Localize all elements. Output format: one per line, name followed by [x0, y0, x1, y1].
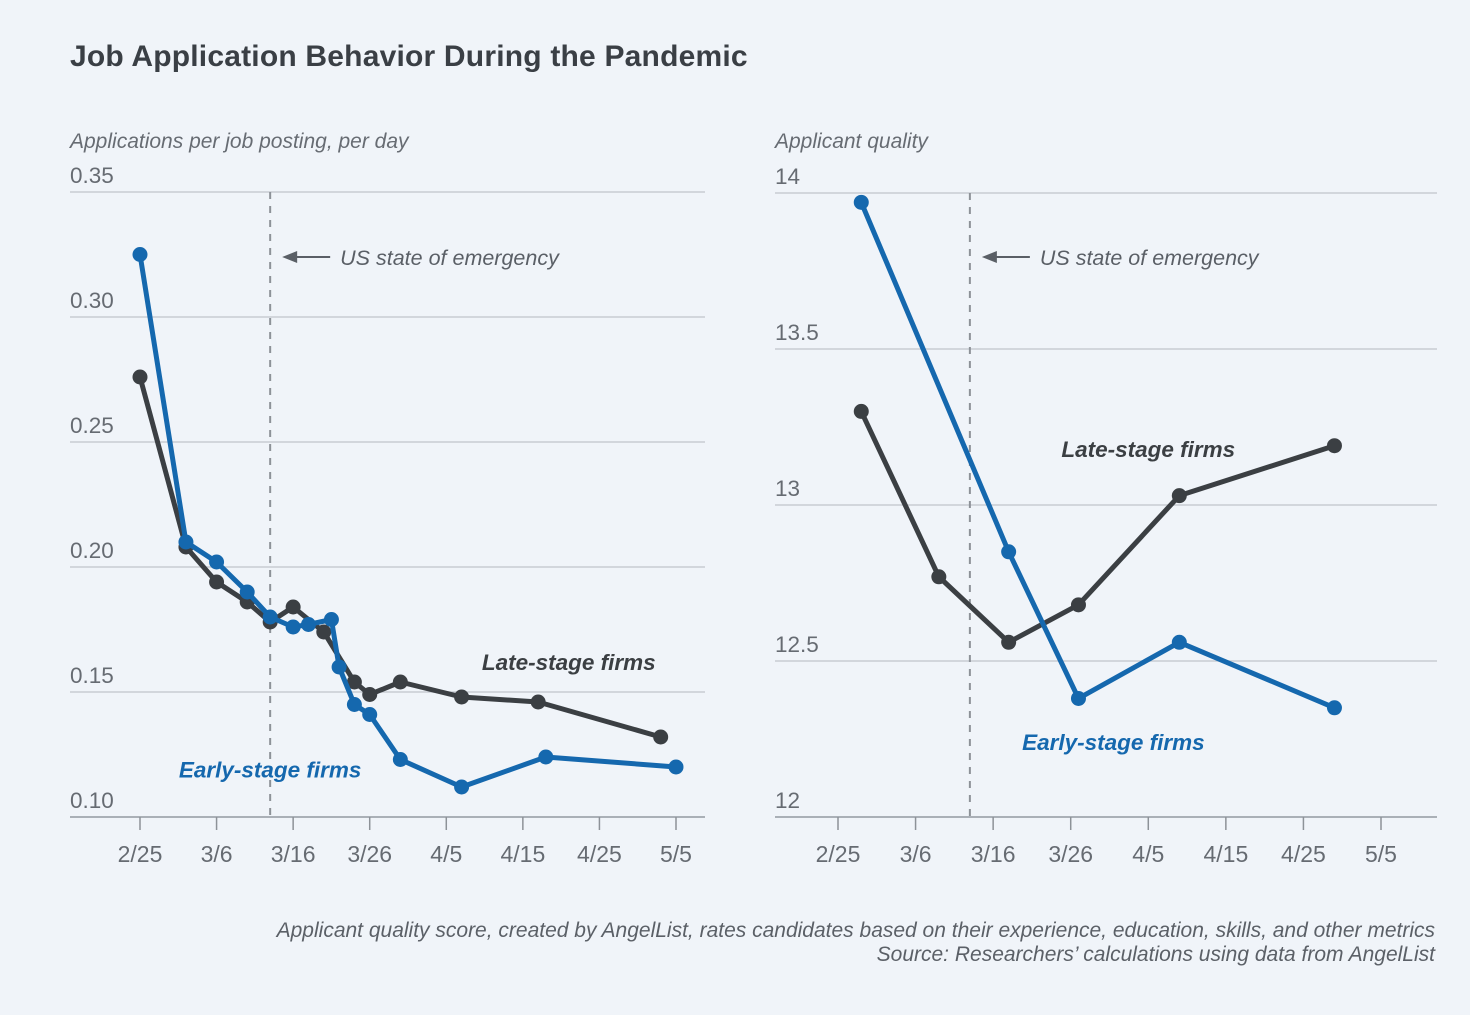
x-axis-tick-label: 3/26: [347, 841, 392, 867]
annotation-arrowhead: [981, 251, 997, 263]
annotation-arrowhead: [282, 251, 298, 263]
y-axis-tick-label: 12.5: [775, 632, 819, 657]
x-axis-tick-label: 3/26: [1048, 841, 1093, 867]
data-point-marker-early-stage: [362, 707, 378, 722]
data-point-marker-late-stage: [1070, 597, 1086, 613]
data-point-marker-early-stage: [392, 752, 408, 767]
x-axis-tick-label: 4/15: [500, 841, 545, 867]
data-point-marker-early-stage: [1001, 544, 1017, 560]
x-axis-tick-label: 5/5: [660, 841, 692, 867]
y-axis-tick-label: 13.5: [775, 320, 819, 345]
data-point-marker-early-stage: [239, 584, 255, 600]
data-point-marker-late-stage: [530, 694, 546, 710]
data-point-marker-late-stage: [392, 674, 408, 690]
data-point-marker-early-stage: [300, 617, 316, 632]
data-point-marker-late-stage: [316, 624, 332, 640]
y-axis-tick-label: 0.30: [70, 288, 114, 313]
series-label-late-stage: Late-stage firms: [482, 650, 656, 675]
x-axis-tick-label: 2/25: [118, 841, 163, 867]
figure-title: Job Application Behavior During the Pand…: [70, 40, 748, 73]
data-point-marker-early-stage: [132, 247, 148, 262]
x-axis-tick-label: 4/15: [1203, 841, 1248, 867]
y-axis-tick-label: 12: [775, 788, 800, 813]
data-point-marker-early-stage: [538, 749, 554, 765]
data-point-marker-late-stage: [931, 569, 947, 585]
series-label-early-stage: Early-stage firms: [1022, 730, 1205, 755]
caption-note-line: Applicant quality score, created by Ange…: [276, 919, 1435, 942]
data-point-marker-early-stage: [178, 534, 194, 550]
annotation-label: US state of emergency: [340, 246, 560, 270]
data-point-marker-early-stage: [1171, 634, 1187, 650]
x-axis-tick-label: 4/25: [1281, 841, 1326, 867]
y-axis-tick-label: 0.25: [70, 413, 114, 438]
data-point-marker-late-stage: [454, 689, 470, 705]
series-label-late-stage: Late-stage firms: [1061, 437, 1235, 462]
y-axis-tick-label: 0.20: [70, 538, 114, 563]
right-chart-axis-title: Applicant quality: [775, 130, 928, 153]
data-point-marker-late-stage: [653, 729, 669, 745]
data-point-marker-early-stage: [262, 609, 278, 625]
data-point-marker-early-stage: [1326, 700, 1342, 716]
y-axis-tick-label: 14: [775, 164, 800, 189]
figure-caption: Applicant quality score, created by Ange…: [105, 919, 1435, 967]
y-axis-tick-label: 0.35: [70, 163, 114, 188]
data-point-marker-late-stage: [285, 599, 301, 615]
y-axis-tick-label: 0.15: [70, 663, 114, 688]
data-point-marker-late-stage: [1001, 634, 1017, 650]
x-axis-tick-label: 3/6: [900, 841, 932, 867]
data-point-marker-early-stage: [209, 554, 225, 570]
series-line-early-stage: [137, 252, 679, 790]
x-axis-tick-label: 3/16: [971, 841, 1016, 867]
x-axis-tick-label: 4/5: [430, 841, 462, 867]
data-point-marker-late-stage: [853, 403, 869, 419]
data-point-marker-late-stage: [362, 687, 378, 702]
caption-source-line: Source: Researchers’ calculations using …: [876, 943, 1435, 966]
data-point-marker-late-stage: [1171, 488, 1187, 504]
data-point-marker-early-stage: [323, 612, 339, 627]
data-point-marker-early-stage: [1070, 690, 1086, 706]
annotation-label: US state of emergency: [1040, 246, 1260, 270]
x-axis-tick-label: 4/25: [577, 841, 622, 867]
y-axis-tick-label: 13: [775, 476, 800, 501]
data-point-marker-early-stage: [346, 697, 362, 712]
data-point-marker-late-stage: [346, 674, 362, 690]
data-point-marker-early-stage: [853, 194, 869, 210]
data-point-marker-late-stage: [209, 574, 225, 590]
data-point-marker-early-stage: [454, 779, 470, 795]
data-point-marker-late-stage: [1326, 438, 1342, 454]
data-point-marker-early-stage: [285, 619, 301, 635]
data-point-marker-early-stage: [331, 659, 347, 675]
y-axis-tick-label: 0.10: [70, 788, 114, 813]
x-axis-tick-label: 2/25: [816, 841, 861, 867]
data-point-marker-early-stage: [668, 759, 684, 775]
x-axis-tick-label: 4/5: [1132, 841, 1164, 867]
data-point-marker-late-stage: [132, 369, 148, 385]
series-label-early-stage: Early-stage firms: [179, 758, 362, 783]
x-axis-tick-label: 3/16: [271, 841, 316, 867]
x-axis-tick-label: 5/5: [1365, 841, 1397, 867]
x-axis-tick-label: 3/6: [201, 841, 233, 867]
left-chart-axis-title: Applications per job posting, per day: [70, 130, 409, 153]
